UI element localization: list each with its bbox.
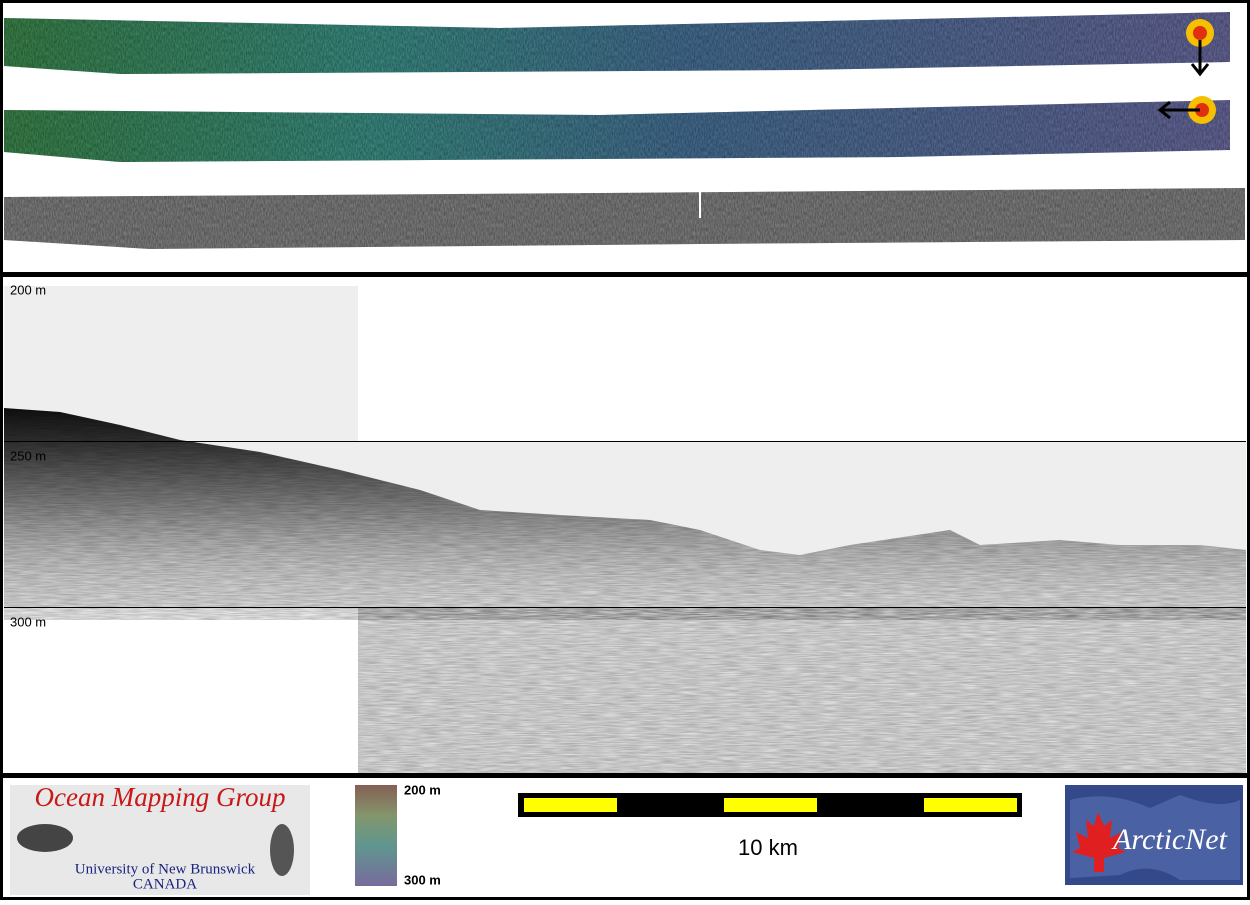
seafloor-texture [4, 408, 1246, 620]
colorbar-label: 200 m [404, 782, 441, 797]
sidescan-texture [4, 188, 1245, 249]
colorbar [355, 785, 397, 886]
maple-leaf [1072, 812, 1126, 872]
depth-label: 300 m [10, 614, 46, 629]
swath-texture [4, 12, 1230, 74]
arrowhead [1190, 63, 1210, 77]
sun-icon-core [1195, 103, 1209, 117]
footer: Ocean Mapping Group University of New Br… [10, 782, 1243, 895]
logo-vehicle [17, 824, 73, 852]
swath-texture [4, 100, 1230, 162]
scale-bar-segment [724, 798, 817, 812]
echogram-noise [358, 607, 1246, 773]
colorbar-label: 300 m [404, 872, 441, 887]
scale-bar-segment [524, 798, 617, 812]
depth-label: 250 m [10, 448, 46, 463]
arrowhead [1157, 100, 1171, 120]
logo-title: Ocean Mapping Group [35, 782, 286, 812]
colorbar-shade [355, 785, 397, 886]
partner-logo-map [1070, 795, 1240, 880]
depth-label: 200 m [10, 282, 46, 297]
swath-panel [4, 12, 1245, 249]
scale-bar-label: 10 km [738, 835, 798, 860]
logo-country: CANADA [133, 876, 197, 892]
scale-bar-segment [924, 798, 1017, 812]
divider [0, 272, 1250, 277]
partner-logo-name: ArcticNet [1111, 823, 1228, 856]
echogram: 200 m 250 m 300 m [4, 282, 1246, 773]
sun-icon-core [1193, 26, 1207, 40]
logo-vehicle [270, 824, 294, 876]
divider [0, 773, 1250, 778]
logo-university: University of New Brunswick [75, 861, 256, 877]
